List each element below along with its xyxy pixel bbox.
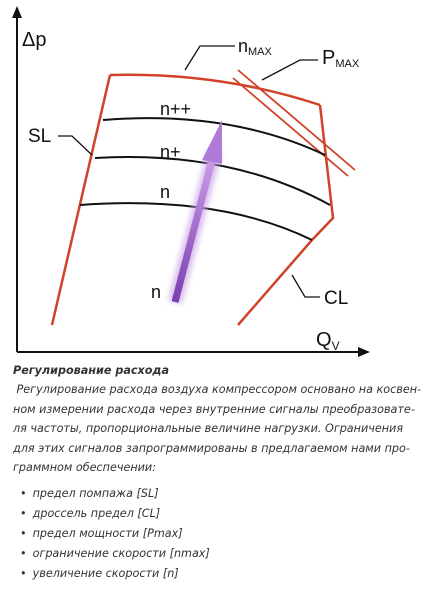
x-axis-label: QV <box>316 329 340 353</box>
paragraph-line: Регулирование расхода воздуха компрессор… <box>13 383 422 396</box>
y-axis-label: Δp <box>22 29 46 51</box>
curve-label: n++ <box>160 99 191 119</box>
bullet-item: предел помпажа [SL] <box>20 484 437 504</box>
paragraph: Регулирование расхода воздуха компрессор… <box>0 380 437 478</box>
p-max-label: PMAX <box>322 47 360 70</box>
n-max-label: nMAX <box>238 36 273 58</box>
paragraph-line: ля частоты, пропорциональные величине на… <box>13 422 404 436</box>
speed-arrow <box>168 120 222 304</box>
paragraph-line: для этих сигналов запрограммированы в пр… <box>13 441 410 455</box>
arrow-label: n <box>151 282 161 302</box>
bullet-item: ограничение скорости [nmax] <box>20 544 437 564</box>
diagram: Δp QV nMAX PMAX SL CL n++ n+ n n <box>12 6 370 357</box>
bullet-item: увеличение скорости [n] <box>20 564 437 584</box>
bullet-item: дроссель предел [CL] <box>20 504 437 524</box>
paragraph-line: ном измерении расхода через внутренние с… <box>13 402 415 416</box>
paragraph-line: граммном обеспечении: <box>13 461 156 475</box>
sl-label: SL <box>28 126 51 147</box>
curve-label: n+ <box>160 142 181 162</box>
bullet-list: предел помпажа [SL]дроссель предел [CL]п… <box>0 484 437 584</box>
axes <box>16 14 362 353</box>
bullet-item: предел мощности [Pmax] <box>20 524 437 544</box>
curve-label: n <box>160 182 170 202</box>
y-arrowhead <box>12 6 22 18</box>
leaders <box>58 45 320 298</box>
document: Регулирование расхода Регулирование расх… <box>0 362 437 584</box>
caption: Регулирование расхода <box>13 364 170 377</box>
boundaries <box>50 69 356 326</box>
x-arrowhead <box>358 347 370 357</box>
cl-label: CL <box>324 288 348 309</box>
